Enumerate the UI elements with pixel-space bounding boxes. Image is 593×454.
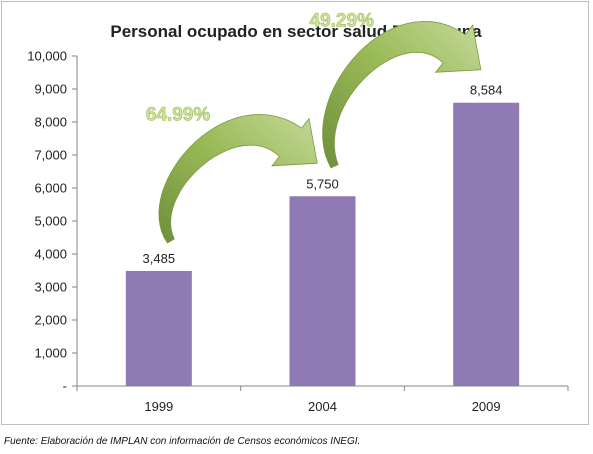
growth-arrow	[158, 113, 318, 244]
data-labels: 3,485 5,750 8,584	[143, 83, 503, 266]
growth-label: 49.29%	[310, 11, 375, 32]
y-tick-label: 9,000	[34, 82, 67, 97]
y-tick-label: 10,000	[27, 49, 67, 64]
y-tick-label: 6,000	[34, 181, 67, 196]
x-tick-label: 1999	[144, 399, 173, 414]
y-tick-label: 3,000	[34, 280, 67, 295]
y-tick-label: 4,000	[34, 247, 67, 262]
data-label: 5,750	[306, 176, 339, 191]
bars	[125, 102, 520, 386]
y-tick-label: 2,000	[34, 313, 67, 328]
bar	[125, 270, 192, 386]
y-tick-label: 8,000	[34, 115, 67, 130]
y-tick-label: -	[63, 379, 67, 394]
data-label: 3,485	[143, 251, 176, 266]
growth-arrow	[322, 20, 482, 169]
growth-arrows	[158, 20, 482, 244]
y-tick-label: 1,000	[34, 346, 67, 361]
source-note: Fuente: Elaboración de IMPLAN con inform…	[4, 436, 361, 447]
y-tick-label: 7,000	[34, 148, 67, 163]
axes: - 1,000 2,000 3,000 4,000 5,000 6,000 7,000 8,00…	[27, 49, 569, 414]
growth-labels: 64.99% 49.29%	[146, 10, 375, 125]
bar	[453, 102, 520, 386]
x-tick-label: 2009	[472, 399, 501, 414]
growth-label: 64.99%	[146, 104, 211, 125]
y-tick-label: 5,000	[34, 214, 67, 229]
x-tick-label: 2004	[308, 399, 337, 414]
bar-chart: Personal ocupado en sector salud ZM Lagu…	[27, 10, 569, 414]
bar	[289, 196, 356, 386]
data-label: 8,584	[470, 83, 503, 98]
